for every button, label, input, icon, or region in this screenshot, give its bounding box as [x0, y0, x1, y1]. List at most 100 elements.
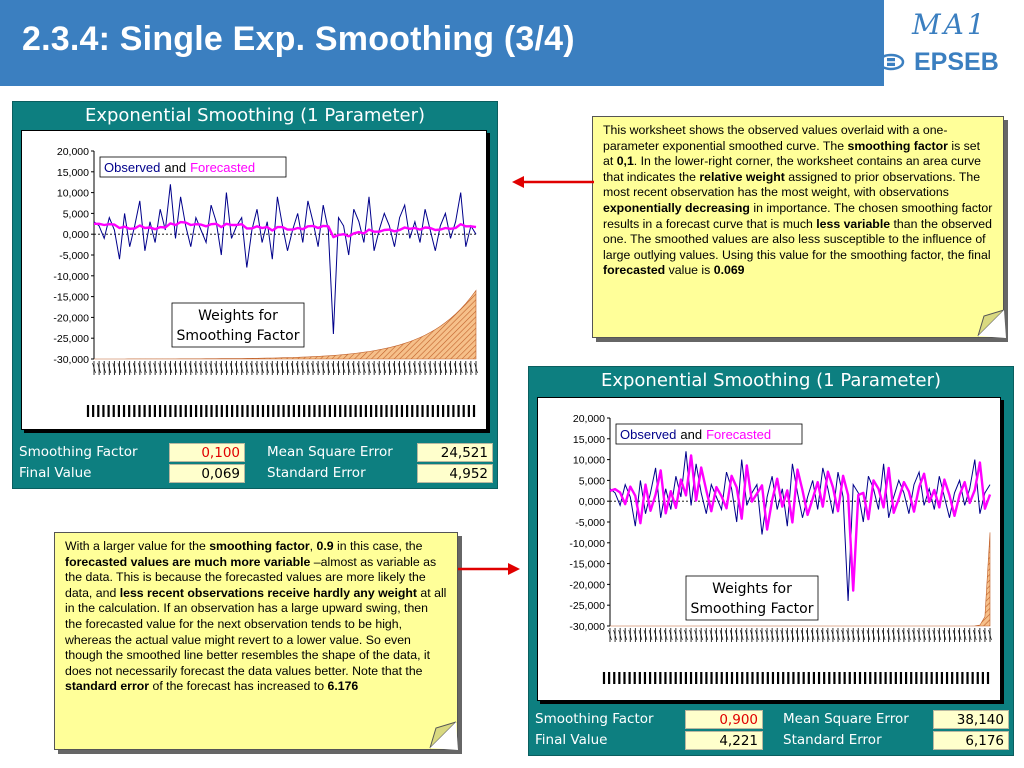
- bottom-chart-x-tick: [967, 629, 972, 641]
- top-chart-x-tick: [418, 362, 422, 374]
- bottom-chart-x-tick: [745, 629, 749, 641]
- bottom-chart-x-tick: [608, 629, 612, 641]
- top-chart-x-tick: [163, 362, 168, 374]
- top-chart-x-tick: [250, 362, 254, 374]
- bottom-chart-x-tick: [704, 629, 709, 641]
- top-note-segment: in importance. The chosen smoothing fact…: [603, 200, 993, 231]
- bottom-se-label: Standard Error: [783, 732, 882, 748]
- top-chart-weights-label: Weights for Smoothing Factor: [171, 302, 305, 348]
- bottom-chart-x-tick: [947, 629, 952, 641]
- bottom-chart-x-tick: [709, 629, 714, 641]
- top-chart-x-tick: [173, 362, 178, 374]
- top-chart-x-tick: [178, 362, 183, 374]
- top-final-value-label: Final Value: [19, 465, 92, 481]
- bottom-chart-legend-observed: Observed: [620, 427, 676, 442]
- bottom-chart-x-tick: [973, 629, 977, 641]
- top-chart-x-tick: [306, 362, 310, 374]
- top-smoothing-factor-label: Smoothing Factor: [19, 444, 138, 460]
- bottom-chart-x-tick: [836, 629, 840, 641]
- bottom-chart-y-tick-label: -5,000: [575, 517, 605, 529]
- bottom-chart: 20,000 15,000 10,000 5,000 0,000 -5,000 -10,00…: [537, 397, 1001, 701]
- top-chart-x-tick: [341, 362, 346, 374]
- top-chart-x-tick: [295, 362, 300, 374]
- top-chart-x-tick: [122, 362, 127, 374]
- top-smoothing-factor-value[interactable]: 0,100: [169, 443, 245, 462]
- bottom-note-segment: With a larger value for the: [65, 539, 210, 553]
- bottom-chart-x-tick: [922, 629, 926, 641]
- bottom-chart-x-tick: [724, 629, 729, 641]
- logo-ma1-text: MA1: [912, 8, 988, 41]
- bottom-chart-x-tick: [978, 629, 982, 641]
- bottom-panel-title: Exponential Smoothing (1 Parameter): [600, 370, 942, 391]
- top-chart-legend-forecast: Forecasted: [190, 160, 255, 175]
- top-chart-svg: 20,000 15,000 10,000 5,000 0,000 -5,000 -10,00…: [53, 146, 478, 417]
- top-chart-x-tick: [102, 362, 106, 374]
- top-chart-x-tick: [270, 362, 275, 374]
- top-chart-x-tick: [474, 362, 478, 374]
- top-note-segment: . In the lower-right corner, the workshe…: [603, 154, 982, 184]
- bottom-chart-x-tick: [891, 629, 896, 641]
- bottom-chart-x-tick: [739, 629, 744, 641]
- top-note-fold: [977, 309, 1006, 338]
- bottom-chart-x-tick: [851, 629, 855, 641]
- bottom-chart-x-tick: [714, 629, 719, 641]
- bottom-chart-x-tick: [942, 629, 947, 641]
- bottom-smoothing-factor-value[interactable]: 0,900: [685, 710, 763, 729]
- bottom-smoothing-panel: Exponential Smoothing (1 Parameter) 20,0…: [528, 366, 1014, 756]
- top-chart-x-tick: [194, 362, 198, 374]
- top-chart-x-tick: [372, 362, 376, 374]
- top-chart-x-tick: [316, 362, 320, 374]
- bottom-note-fold: [429, 721, 458, 750]
- top-chart-x-tick: [321, 362, 325, 374]
- top-chart-x-tick: [112, 362, 117, 374]
- top-chart-y-tick-label: -10,000: [53, 271, 89, 283]
- top-chart-x-tick: [92, 362, 96, 374]
- top-note-segment: exponentially decreasing: [603, 200, 750, 215]
- bottom-chart-y-tick-label: -10,000: [569, 538, 605, 550]
- top-chart-x-tick: [224, 362, 229, 374]
- bottom-note-segment: –almost as variable as the data. This is…: [65, 554, 437, 600]
- top-chart-weights-box: [171, 302, 305, 348]
- top-mse-label: Mean Square Error: [267, 444, 393, 460]
- top-chart-x-tick: [357, 362, 361, 374]
- top-chart-x-tick: [138, 362, 142, 374]
- bottom-chart-x-tick: [689, 629, 693, 641]
- bottom-explanation-note: With a larger value for the smoothing fa…: [54, 532, 458, 750]
- top-chart-x-tick: [407, 362, 412, 374]
- bottom-final-value-label: Final Value: [535, 732, 608, 748]
- bottom-chart-x-tick: [613, 629, 617, 641]
- top-note-segment: assigned to prior observations. The most…: [603, 169, 981, 200]
- logo: MA1 EPSEB: [877, 0, 1024, 86]
- logo-epseb-text: EPSEB: [914, 48, 999, 76]
- bottom-note-segment: 6.176: [327, 679, 359, 694]
- top-chart-y-tick-label: -15,000: [53, 292, 89, 304]
- bottom-chart-x-tick: [638, 629, 643, 641]
- top-chart-weights-area: [94, 289, 477, 360]
- top-chart-x-tick: [448, 362, 453, 374]
- top-chart-x-tick: [301, 362, 305, 374]
- top-chart-x-tick: [382, 362, 387, 374]
- top-chart-weights-line1: Weights for: [198, 308, 278, 324]
- top-chart-x-tick: [377, 362, 382, 374]
- top-chart-x-tick: [127, 362, 132, 374]
- bottom-chart-weights-label: Weights for Smoothing Factor: [685, 575, 819, 621]
- top-chart-x-tick: [132, 362, 137, 374]
- top-chart-x-tick: [443, 362, 448, 374]
- bottom-chart-x-tick: [633, 629, 638, 641]
- bottom-chart-x-tick: [729, 629, 734, 641]
- bottom-chart-x-tick: [876, 629, 881, 641]
- top-chart-x-tick: [239, 362, 244, 374]
- slide-title: 2.3.4: Single Exp. Smoothing (3/4): [22, 20, 575, 58]
- bottom-chart-x-tick: [897, 629, 901, 641]
- bottom-chart-x-tick: [962, 629, 967, 641]
- bottom-chart-legend-box: [615, 423, 803, 445]
- bottom-chart-observed-line: [609, 451, 991, 602]
- bottom-se-value: 6,176: [933, 731, 1009, 750]
- bottom-chart-x-tick: [831, 629, 835, 641]
- top-chart-x-tick: [336, 362, 341, 374]
- bottom-chart-x-tick: [760, 629, 764, 641]
- bottom-note-segment: 0.9: [316, 539, 334, 553]
- top-note-segment: forecasted: [603, 263, 666, 278]
- bottom-chart-x-tick: [846, 629, 850, 641]
- bottom-chart-y-tick-label: -15,000: [569, 559, 605, 571]
